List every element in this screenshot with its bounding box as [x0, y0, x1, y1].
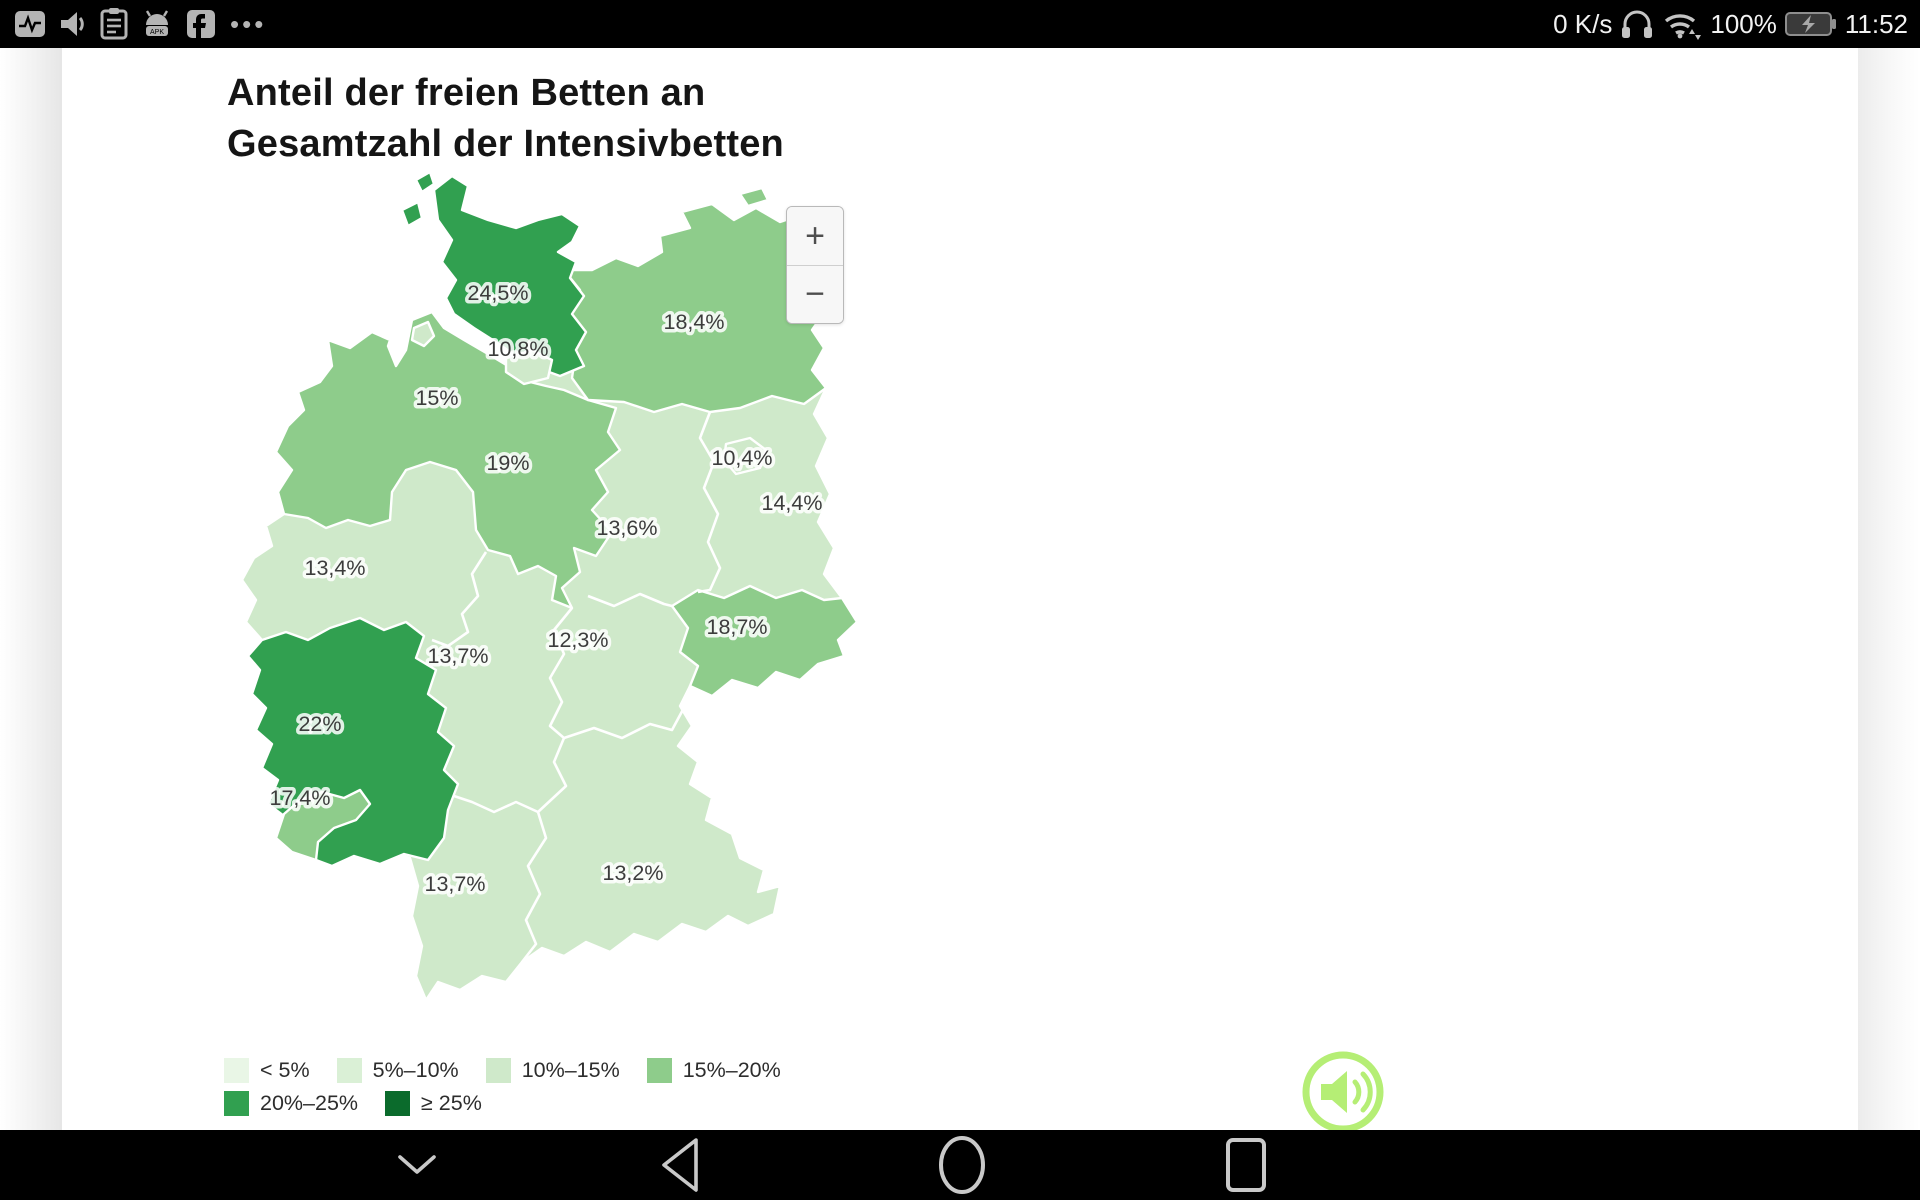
back-icon[interactable] [640, 1130, 720, 1200]
wifi-icon [1665, 14, 1702, 40]
map-svg: 24,5% 18,4% 10,8% 15% 19% 10,4% 14,4% 13… [240, 170, 859, 1002]
map-label-hessen: 13,7% [428, 644, 489, 668]
battery-percent: 100% [1710, 8, 1777, 39]
network-speed: 0 K/s [1553, 8, 1613, 39]
region-island-north[interactable] [414, 170, 436, 194]
map-label-hamburg: 10,8% [488, 337, 549, 361]
map-label-brandenburg: 14,4% [762, 491, 823, 515]
legend-item: 20%–25% [224, 1091, 358, 1116]
map-label-schleswig-holstein: 24,5% [468, 281, 529, 305]
map-label-sachsen-anhalt: 13,6% [597, 516, 658, 540]
region-island-east[interactable] [738, 186, 770, 208]
facebook-icon [187, 10, 215, 38]
border-sachsenanhalt-brandenburg [697, 411, 722, 594]
region-niedersachsen[interactable] [274, 310, 622, 610]
map-label-sachsen: 18,7% [707, 615, 768, 639]
svg-text:APK: APK [150, 29, 164, 36]
border-hessen-badenwuerttemberg [453, 794, 539, 814]
page-left-shadow [0, 48, 62, 1130]
region-island-west[interactable] [400, 200, 424, 228]
map-zoom-control: + − [786, 206, 844, 324]
page-title-line2: Gesamtzahl der Intensivbetten [227, 123, 784, 165]
legend-swatch [336, 1058, 362, 1083]
speaker-icon [1302, 1051, 1384, 1133]
home-icon[interactable] [922, 1130, 1002, 1200]
legend-label: 15%–20% [682, 1058, 781, 1082]
legend-swatch [646, 1058, 672, 1083]
legend-row-2: 20%–25% ≥ 25% [224, 1087, 808, 1120]
map-label-niedersachsen: 19% [486, 451, 529, 475]
legend-label: < 5% [260, 1058, 310, 1082]
map-label-rheinland-pfalz: 22% [298, 712, 341, 736]
map-label-mecklenburg-vorpommern: 18,4% [664, 310, 725, 334]
legend-item: 15%–20% [646, 1058, 781, 1083]
legend-swatch [224, 1091, 249, 1116]
border-nrw-hessen [431, 551, 488, 648]
region-schleswig-holstein[interactable] [432, 174, 588, 378]
border-thueringen-bayern [563, 685, 692, 740]
map-label-bremen: 15% [415, 386, 458, 410]
region-sachsen[interactable] [670, 584, 859, 698]
map-label-berlin: 10,4% [712, 446, 773, 470]
status-bar-system-area: 0 K/s 100% 11:52 [1553, 8, 1920, 40]
legend-swatch [485, 1058, 511, 1083]
recents-icon[interactable] [1206, 1130, 1286, 1200]
zoom-out-button[interactable]: − [787, 265, 843, 323]
region-bremerhaven[interactable] [410, 320, 436, 348]
region-hamburg[interactable] [504, 348, 554, 386]
speaker-icon [61, 12, 84, 36]
page-title: Anteil der freien Betten an Gesamtzahl d… [227, 68, 784, 170]
status-bar: APK ••• 0 K/s 100% [0, 0, 1920, 48]
border-hessen-thueringen [548, 607, 574, 739]
legend-item: ≥ 25% [385, 1091, 482, 1116]
border-bayern-west [520, 737, 568, 963]
legend-label: 20%–25% [260, 1091, 359, 1115]
map-label-bayern: 13,2% [603, 861, 664, 885]
zoom-in-button[interactable]: + [787, 207, 843, 265]
germany-choropleth-map: 24,5% 18,4% 10,8% 15% 19% 10,4% 14,4% 13… [220, 170, 880, 1050]
legend-label: ≥ 25% [421, 1091, 482, 1115]
region-saarland[interactable] [274, 788, 372, 862]
clock: 11:52 [1844, 8, 1908, 39]
status-bar-notification-icons: APK ••• [0, 8, 266, 40]
legend-item: 5%–10% [336, 1058, 459, 1083]
region-berlin[interactable] [722, 436, 768, 476]
android-apk-icon: APK [145, 10, 169, 36]
legend-label: 5%–10% [372, 1058, 459, 1082]
map-label-saarland: 17,4% [270, 786, 331, 810]
activity-icon [15, 11, 45, 37]
legend-item: 10%–15% [485, 1058, 620, 1083]
map-label-baden-wuerttemberg: 13,7% [425, 872, 486, 896]
chevron-down-icon[interactable] [377, 1130, 457, 1200]
map-label-thueringen: 12,3% [548, 628, 609, 652]
text-to-speech-button[interactable] [1297, 1046, 1389, 1138]
clipboard-icon [100, 8, 128, 40]
headset-icon [1622, 10, 1653, 38]
legend-swatch [385, 1091, 411, 1116]
page-right-shadow [1858, 48, 1920, 1130]
legend-swatch [224, 1058, 249, 1083]
android-navigation-bar [0, 1130, 1920, 1200]
legend-row-1: < 5% 5%–10% 10%–15% 15%–20% [224, 1054, 808, 1087]
map-label-nordrhein-westfalen: 13,4% [305, 556, 366, 580]
legend-item: < 5% [224, 1058, 310, 1083]
battery-icon [1784, 12, 1836, 36]
page-title-line1: Anteil der freien Betten an [227, 72, 706, 114]
map-legend: < 5% 5%–10% 10%–15% 15%–20% 20%–25% [224, 1054, 808, 1120]
legend-label: 10%–15% [521, 1058, 620, 1082]
border-sachsenanhalt-thueringen [587, 592, 673, 608]
more-notifications-icon: ••• [230, 9, 267, 39]
